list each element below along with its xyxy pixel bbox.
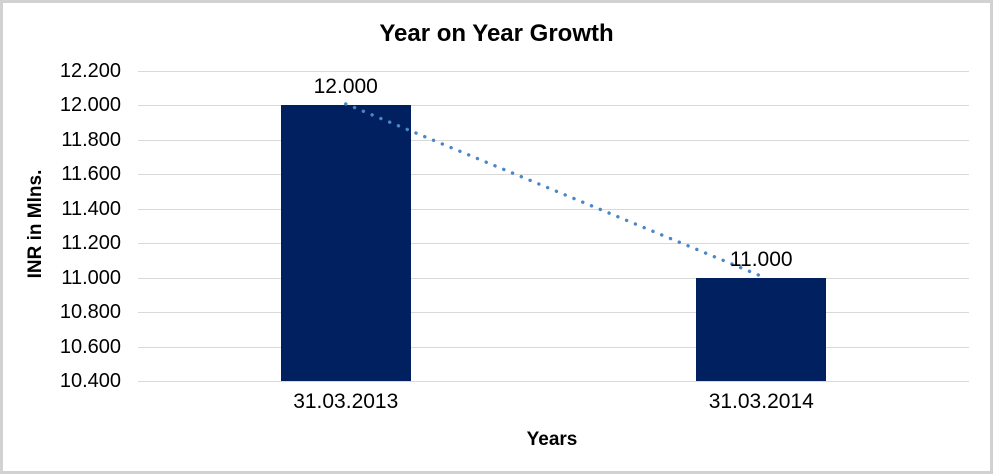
plot-area (138, 71, 969, 382)
x-axis-title: Years (526, 429, 578, 450)
data-label: 12.000 (313, 75, 378, 99)
gridline (138, 346, 969, 348)
gridline (138, 243, 969, 245)
y-tick-label: 11.200 (61, 232, 121, 255)
bar-31.03.2014 (696, 277, 827, 381)
data-label: 11.000 (729, 247, 793, 271)
gridline (138, 312, 969, 314)
y-tick-label: 10.800 (59, 301, 121, 324)
y-tick-label: 12.000 (59, 94, 121, 117)
gridline (138, 277, 969, 279)
y-tick-label: 11.000 (61, 266, 121, 289)
y-tick-label: 11.600 (61, 163, 121, 186)
trendline (344, 102, 763, 278)
gridline (138, 139, 969, 141)
gridline (138, 381, 969, 382)
bar-31.03.2013 (280, 105, 411, 381)
y-tick-label: 12.200 (59, 60, 121, 82)
gridline (138, 71, 969, 72)
gridline (138, 105, 969, 107)
y-tick-label: 11.400 (61, 197, 121, 220)
gridline (138, 174, 969, 176)
x-tick-label: 31.03.2013 (293, 390, 399, 413)
y-tick-label: 11.800 (61, 128, 121, 151)
x-tick-label: 31.03.2014 (708, 390, 814, 413)
chart-title: Year on Year Growth (379, 20, 614, 47)
y-tick-label: 10.400 (59, 370, 121, 392)
y-tick-label: 10.600 (59, 335, 121, 358)
gridline (138, 208, 969, 210)
